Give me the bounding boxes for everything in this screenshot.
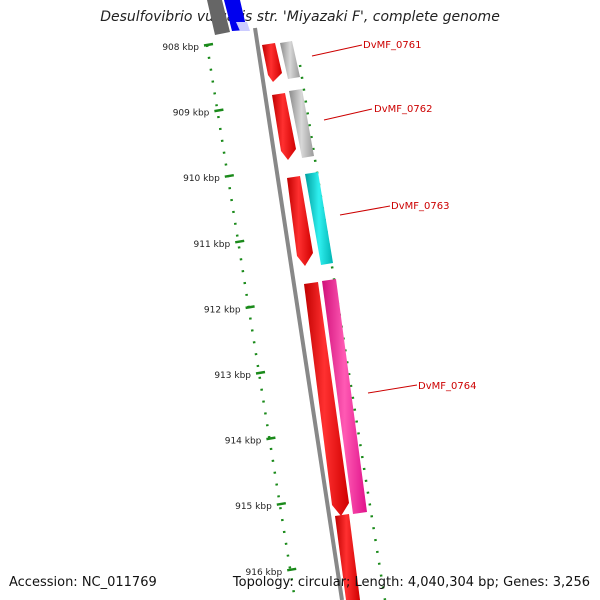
gene-DvMF_0762[interactable] xyxy=(272,89,314,160)
kbp-tick xyxy=(234,239,245,244)
genome-backbone xyxy=(253,27,344,600)
gene-label-DvMF_0764[interactable]: DvMF_0764 xyxy=(418,381,476,392)
map-title: Desulfovibrio vulgaris str. 'Miyazaki F'… xyxy=(100,9,500,25)
kbp-tick-label: 915 kbp xyxy=(235,502,272,512)
kbp-ticks: 908 kbp 909 kbp 910 kbp 911 kbp 912 kbp 913 k… xyxy=(162,42,297,578)
kbp-tick xyxy=(266,436,276,441)
kbp-tick xyxy=(245,305,255,310)
gene-DvMF_0764[interactable] xyxy=(304,279,367,516)
gene-DvMF_0761[interactable] xyxy=(262,41,300,82)
kbp-tick-label: 912 kbp xyxy=(204,305,241,315)
kbp-tick xyxy=(224,173,235,178)
kbp-tick xyxy=(276,501,287,506)
gene-DvMF_0763[interactable] xyxy=(287,172,333,266)
genome-summary: Topology: circular; Length: 4,040,304 bp… xyxy=(232,575,590,590)
kbp-tick-label: 911 kbp xyxy=(194,240,231,250)
gene-label-DvMF_0762[interactable]: DvMF_0762 xyxy=(374,104,432,115)
accession-label: Accession: NC_011769 xyxy=(9,575,157,590)
label-line-DvMF_0764 xyxy=(367,384,418,394)
kbp-tick-label: 908 kbp xyxy=(162,43,199,53)
kbp-tick xyxy=(287,567,297,572)
partial-feature-red xyxy=(335,514,360,600)
kbp-tick-label: 914 kbp xyxy=(225,437,262,447)
label-line-DvMF_0763 xyxy=(339,205,391,216)
gene-label-DvMF_0763[interactable]: DvMF_0763 xyxy=(391,201,449,212)
kbp-tick-label: 909 kbp xyxy=(173,109,210,119)
partial-feature-gray xyxy=(207,0,230,35)
kbp-tick xyxy=(214,108,224,113)
label-line-DvMF_0761 xyxy=(311,44,363,57)
kbp-tick-label: 910 kbp xyxy=(183,174,220,184)
gene-label-DvMF_0761[interactable]: DvMF_0761 xyxy=(363,40,421,51)
partial-feature-light-blue xyxy=(236,22,250,31)
kbp-tick-label: 913 kbp xyxy=(214,371,251,381)
kbp-tick xyxy=(255,370,266,375)
label-line-DvMF_0762 xyxy=(323,108,373,121)
inner-dotted-track xyxy=(205,44,297,600)
kbp-tick-label: 916 kbp xyxy=(246,568,283,578)
kbp-tick xyxy=(203,42,214,47)
